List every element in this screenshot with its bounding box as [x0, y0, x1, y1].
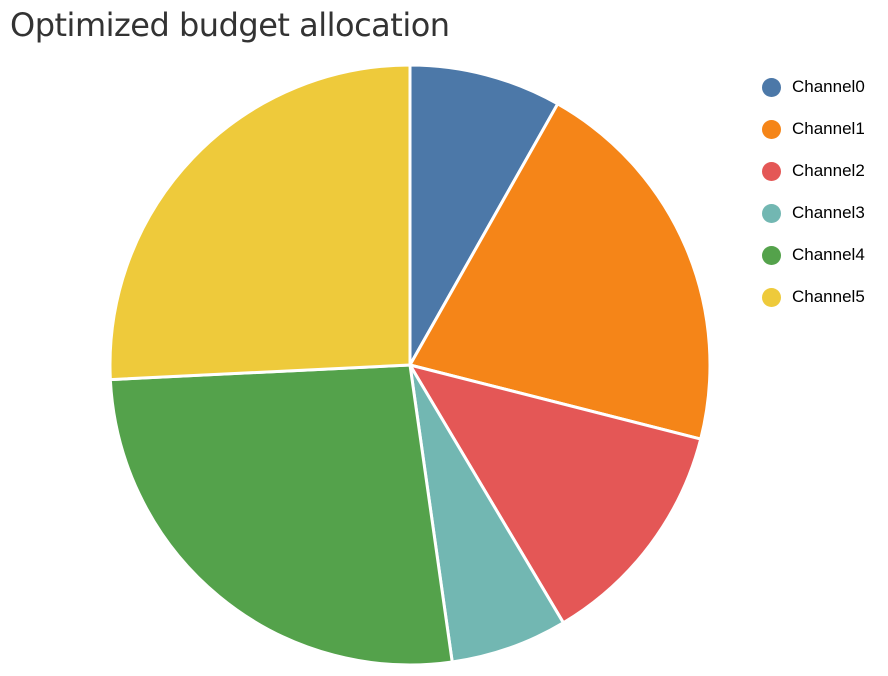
- legend-swatch: [762, 119, 781, 139]
- legend-swatch: [762, 203, 781, 223]
- legend-item: Channel5: [762, 276, 865, 318]
- legend-label: Channel3: [792, 203, 865, 222]
- chart-title: Optimized budget allocation: [10, 6, 450, 44]
- legend-swatch: [762, 161, 781, 181]
- legend-item: Channel3: [762, 192, 865, 234]
- legend-item: Channel1: [762, 108, 865, 150]
- legend-swatch: [762, 245, 781, 265]
- pie-slice-channel4: [108, 363, 454, 667]
- legend-swatch: [762, 77, 781, 97]
- legend-label: Channel1: [792, 119, 865, 138]
- pie-slice-channel0: [408, 63, 560, 367]
- pie-slice-channel1: [408, 102, 712, 441]
- legend-label: Channel4: [792, 245, 865, 264]
- pie-slice-channel2: [408, 363, 703, 625]
- pie-slice-channel3: [408, 363, 565, 664]
- legend-item: Channel0: [762, 66, 865, 108]
- legend-swatch: [762, 287, 781, 307]
- legend-label: Channel2: [792, 161, 865, 180]
- legend-item: Channel4: [762, 234, 865, 276]
- legend-label: Channel5: [792, 287, 865, 306]
- legend-label: Channel0: [792, 77, 865, 96]
- legend-item: Channel2: [762, 150, 865, 192]
- pie-slice-channel5: [108, 63, 412, 382]
- legend: Channel0 Channel1 Channel2 Channel3 Channel4…: [762, 66, 865, 318]
